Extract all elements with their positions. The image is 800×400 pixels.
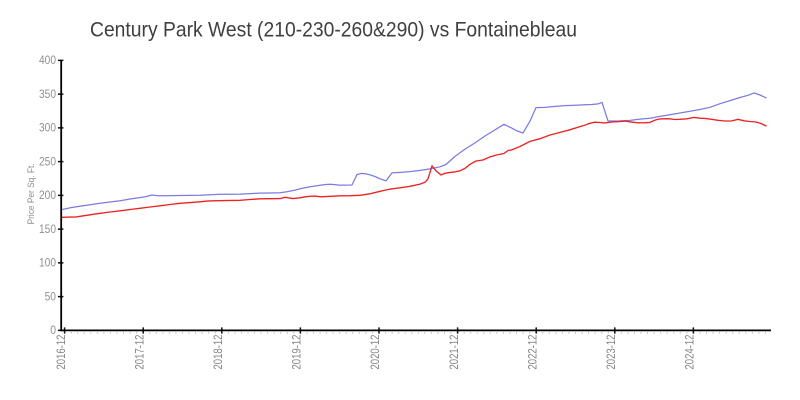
svg-text:Century Park West (210-230-260: Century Park West (210-230-260&290) vs F… [90, 18, 577, 41]
svg-text:50: 50 [45, 290, 57, 303]
svg-text:2020-12: 2020-12 [369, 335, 382, 370]
svg-text:200: 200 [39, 189, 56, 202]
svg-text:2018-12: 2018-12 [212, 335, 225, 370]
svg-text:300: 300 [39, 122, 56, 135]
svg-text:2023-12: 2023-12 [605, 335, 618, 370]
svg-text:2024-12: 2024-12 [684, 335, 697, 370]
svg-text:2019-12: 2019-12 [291, 335, 304, 370]
svg-text:2016-12: 2016-12 [55, 335, 68, 370]
svg-text:400: 400 [39, 54, 56, 67]
svg-text:Price Per Sq. Ft.: Price Per Sq. Ft. [26, 163, 36, 224]
svg-text:350: 350 [39, 88, 56, 101]
svg-text:150: 150 [39, 223, 56, 236]
svg-text:250: 250 [39, 155, 56, 168]
svg-text:2021-12: 2021-12 [448, 335, 461, 370]
svg-text:0: 0 [50, 324, 56, 337]
svg-text:2022-12: 2022-12 [526, 335, 539, 370]
svg-text:100: 100 [39, 257, 56, 270]
svg-text:2017-12: 2017-12 [133, 335, 146, 370]
